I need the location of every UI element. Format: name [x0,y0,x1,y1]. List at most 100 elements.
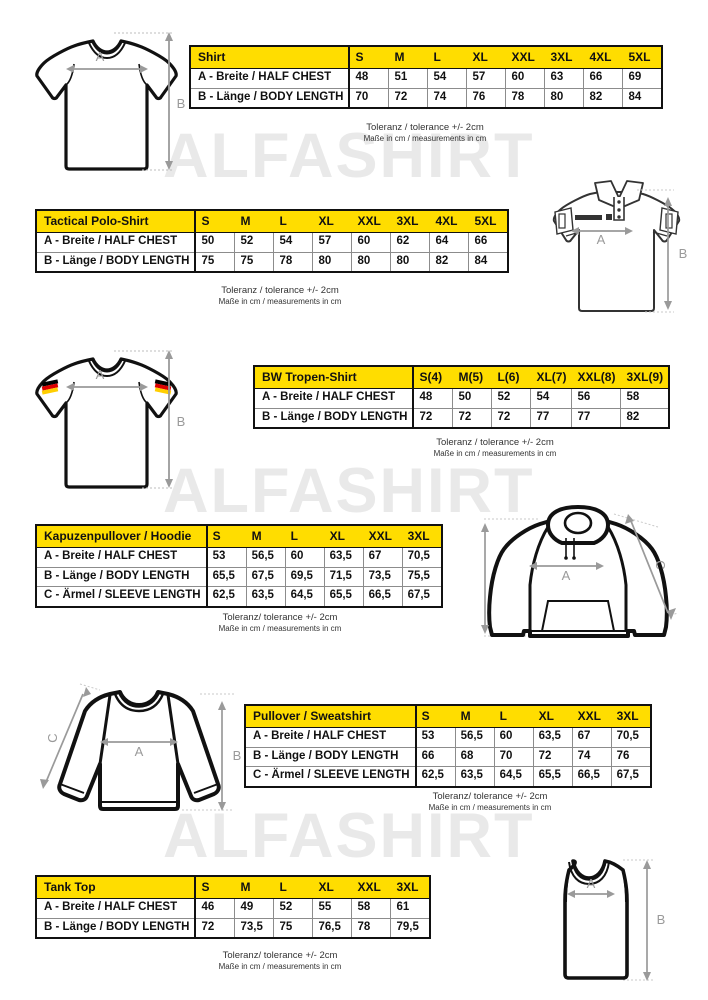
size-column-header: 3XL [610,704,652,729]
size-column-header: 4XL [429,209,470,234]
illustration-bw-tropen-shirt: A B [22,336,192,496]
size-column-header: 3XL [544,45,585,70]
measurement-value: 54 [273,232,314,253]
size-column-header: XXL [505,45,546,70]
measurement-value: 74 [571,746,612,768]
measurement-value: 66 [583,68,624,89]
table-body: Tank Top S M L XL XXL 3XL A - Breite / HALF CHE… [36,875,431,939]
size-column-header: XL(7) [530,365,573,390]
table-title: Shirt [190,45,351,70]
table-body: BW Tropen-Shirt S(4) M(5) L(6) XL(7) XXL(8) 3X… [254,365,670,429]
table-body: Shirt S M L XL XXL 3XL 4XL 5XL A - Breite / HALF … [190,45,663,109]
measurement-value: 50 [452,388,493,409]
dimension-label-a: A [587,876,596,891]
measurement-value: 56 [571,388,622,409]
illustration-hoodie: A C [478,505,703,650]
measurement-value: 80 [544,87,585,109]
measurement-label: B - Länge / BODY LENGTH [36,566,208,588]
size-column-header: L [273,209,314,234]
dimension-label-a: A [135,744,144,759]
table-body: Pullover / Sweatshirt S M L XL XXL 3XL A - Brei… [245,704,652,788]
measurement-value: 72 [194,917,236,939]
measurement-label: A - Breite / HALF CHEST [245,727,417,748]
measurement-label: A - Breite / HALF CHEST [36,898,197,919]
measurement-value: 76,5 [312,917,353,939]
table-row: A - Breite / HALF CHEST 53 56,5 60 63,5 67 70,… [245,727,652,748]
table-header-row: Kapuzenpullover / Hoodie S M L XL XXL 3XL [36,524,443,549]
size-column-header: L [427,45,468,70]
measurement-value: 70,5 [610,727,652,748]
measurement-value: 65,5 [206,566,247,588]
measurement-value: 65,5 [323,586,364,608]
measurement-value: 68 [454,746,495,768]
size-column-header: XXL [351,209,392,234]
measurement-value: 82 [429,251,470,273]
measurement-value: 77 [571,407,622,429]
measurement-value: 73,5 [234,917,275,939]
size-column-header: 5XL [622,45,663,70]
table-title: Tactical Polo-Shirt [36,209,197,234]
table-row: A - Breite / HALF CHEST 53 56,5 60 63,5 67 70,… [36,547,443,568]
table-header-row: Tank Top S M L XL XXL 3XL [36,875,431,900]
size-column-header: L(6) [491,365,532,390]
measurement-value: 74 [427,87,468,109]
measurement-value: 82 [583,87,624,109]
tolerance-note-tank-top: Toleranz/ tolerance +/- 2cm Maße in cm /… [218,950,342,971]
measurement-value: 57 [466,68,507,89]
size-column-header: L [284,524,325,549]
measurement-value: 64,5 [284,586,325,608]
dimension-label-a: A [562,568,571,583]
measurement-value: 56,5 [245,547,286,568]
size-column-header: 3XL(9) [620,365,670,390]
measurement-value: 76 [610,746,652,768]
size-column-header: M(5) [452,365,493,390]
size-column-header: L [273,875,314,900]
size-column-header: S [415,704,456,729]
measurement-value: 66,5 [362,586,403,608]
table-bw-tropen-shirt: BW Tropen-Shirt S(4) M(5) L(6) XL(7) XXL(8) 3X… [253,365,671,430]
size-column-header: 4XL [583,45,624,70]
measurement-value: 75 [234,251,275,273]
measurement-value: 63,5 [532,727,573,748]
measurement-value: 63,5 [454,766,495,788]
measurement-value: 67,5 [245,566,286,588]
watermark: ALFASHIRT [163,121,535,191]
measurement-value: 75 [273,917,314,939]
table-body: Kapuzenpullover / Hoodie S M L XL XXL 3XL A - B… [36,524,443,608]
measurement-value: 72 [532,746,573,768]
size-column-header: XL [312,209,353,234]
measurement-value: 60 [284,547,325,568]
measurement-value: 79,5 [390,917,431,939]
table-title: Tank Top [36,875,197,900]
illustration-tactical-polo-shirt: A B [533,168,705,323]
measurement-value: 62,5 [415,766,456,788]
measurement-value: 63,5 [323,547,364,568]
measurement-value: 62,5 [206,586,247,608]
dimension-label-a: A [96,49,105,64]
measurement-value: 64,5 [493,766,534,788]
measurement-value: 48 [412,388,454,409]
measurement-value: 63 [544,68,585,89]
dimension-label-c: C [653,560,668,569]
measurement-value: 73,5 [362,566,403,588]
tolerance-note-bw-tropen-shirt: Toleranz / tolerance +/- 2cm Maße in cm … [433,437,557,458]
measurement-label: B - Länge / BODY LENGTH [36,251,197,273]
measurement-value: 72 [452,407,493,429]
size-column-header: M [234,209,275,234]
illustration-shirt: A B [22,18,192,183]
table-tactical-polo-shirt: Tactical Polo-Shirt S M L XL XXL 3XL 4XL 5XL A - … [35,209,510,274]
measurement-value: 67,5 [610,766,652,788]
dimension-label-b: B [177,414,186,429]
measurement-value: 52 [234,232,275,253]
tolerance-note-kapuzenpullover-hoodie: Toleranz/ tolerance +/- 2cm Maße in cm /… [218,612,342,633]
measurement-value: 46 [194,898,236,919]
measurement-value: 50 [194,232,236,253]
measurement-value: 77 [530,407,573,429]
measurement-label: A - Breite / HALF CHEST [36,547,208,568]
size-column-header: S [194,209,236,234]
table-row: A - Breite / HALF CHEST 48 50 52 54 56 58 [254,388,670,409]
dimension-label-b: B [233,748,242,763]
tolerance-note-shirt: Toleranz / tolerance +/- 2cm Maße in cm … [363,122,487,143]
measurement-value: 60 [351,232,392,253]
table-row: A - Breite / HALF CHEST 48 51 54 57 60 63 66 69 [190,68,663,89]
